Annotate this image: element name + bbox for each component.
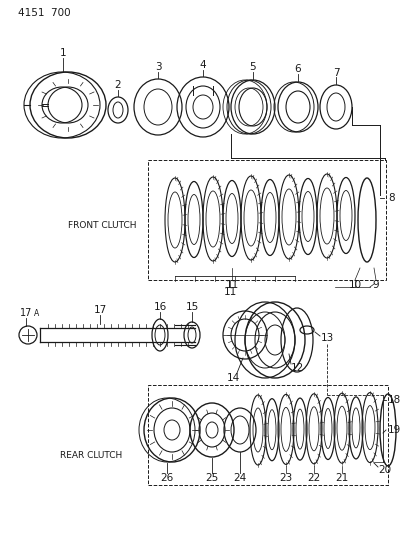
Text: 26: 26	[160, 473, 174, 483]
Text: 24: 24	[233, 473, 246, 483]
Text: REAR CLUTCH: REAR CLUTCH	[60, 450, 122, 459]
Text: 11: 11	[223, 287, 237, 297]
Text: 9: 9	[373, 280, 379, 290]
Text: 16: 16	[153, 302, 166, 312]
Text: 7: 7	[333, 68, 339, 78]
Text: 21: 21	[335, 473, 348, 483]
Text: 2: 2	[115, 80, 121, 90]
Bar	[148, 160, 386, 280]
Text: 17: 17	[93, 305, 106, 315]
Text: 4: 4	[200, 60, 206, 70]
Text: 22: 22	[307, 473, 321, 483]
Text: 19: 19	[387, 425, 401, 435]
Text: 6: 6	[295, 64, 302, 74]
Text: A: A	[34, 309, 40, 318]
Text: 17: 17	[20, 308, 32, 318]
Text: FRONT CLUTCH: FRONT CLUTCH	[68, 221, 137, 230]
Text: 14: 14	[226, 373, 239, 383]
Text: 12: 12	[290, 363, 304, 373]
Text: 25: 25	[205, 473, 219, 483]
Text: 5: 5	[250, 62, 256, 72]
Text: 18: 18	[387, 395, 401, 405]
Text: 1: 1	[60, 48, 67, 58]
Text: 20: 20	[379, 465, 392, 475]
Text: 8: 8	[389, 193, 395, 203]
Text: 11: 11	[225, 280, 239, 290]
Text: 4151  700: 4151 700	[18, 8, 71, 18]
Text: 13: 13	[320, 333, 334, 343]
Bar	[148, 385, 388, 485]
Text: 15: 15	[185, 302, 199, 312]
Text: 10: 10	[348, 280, 361, 290]
Text: 23: 23	[279, 473, 293, 483]
Text: 3: 3	[155, 62, 161, 72]
